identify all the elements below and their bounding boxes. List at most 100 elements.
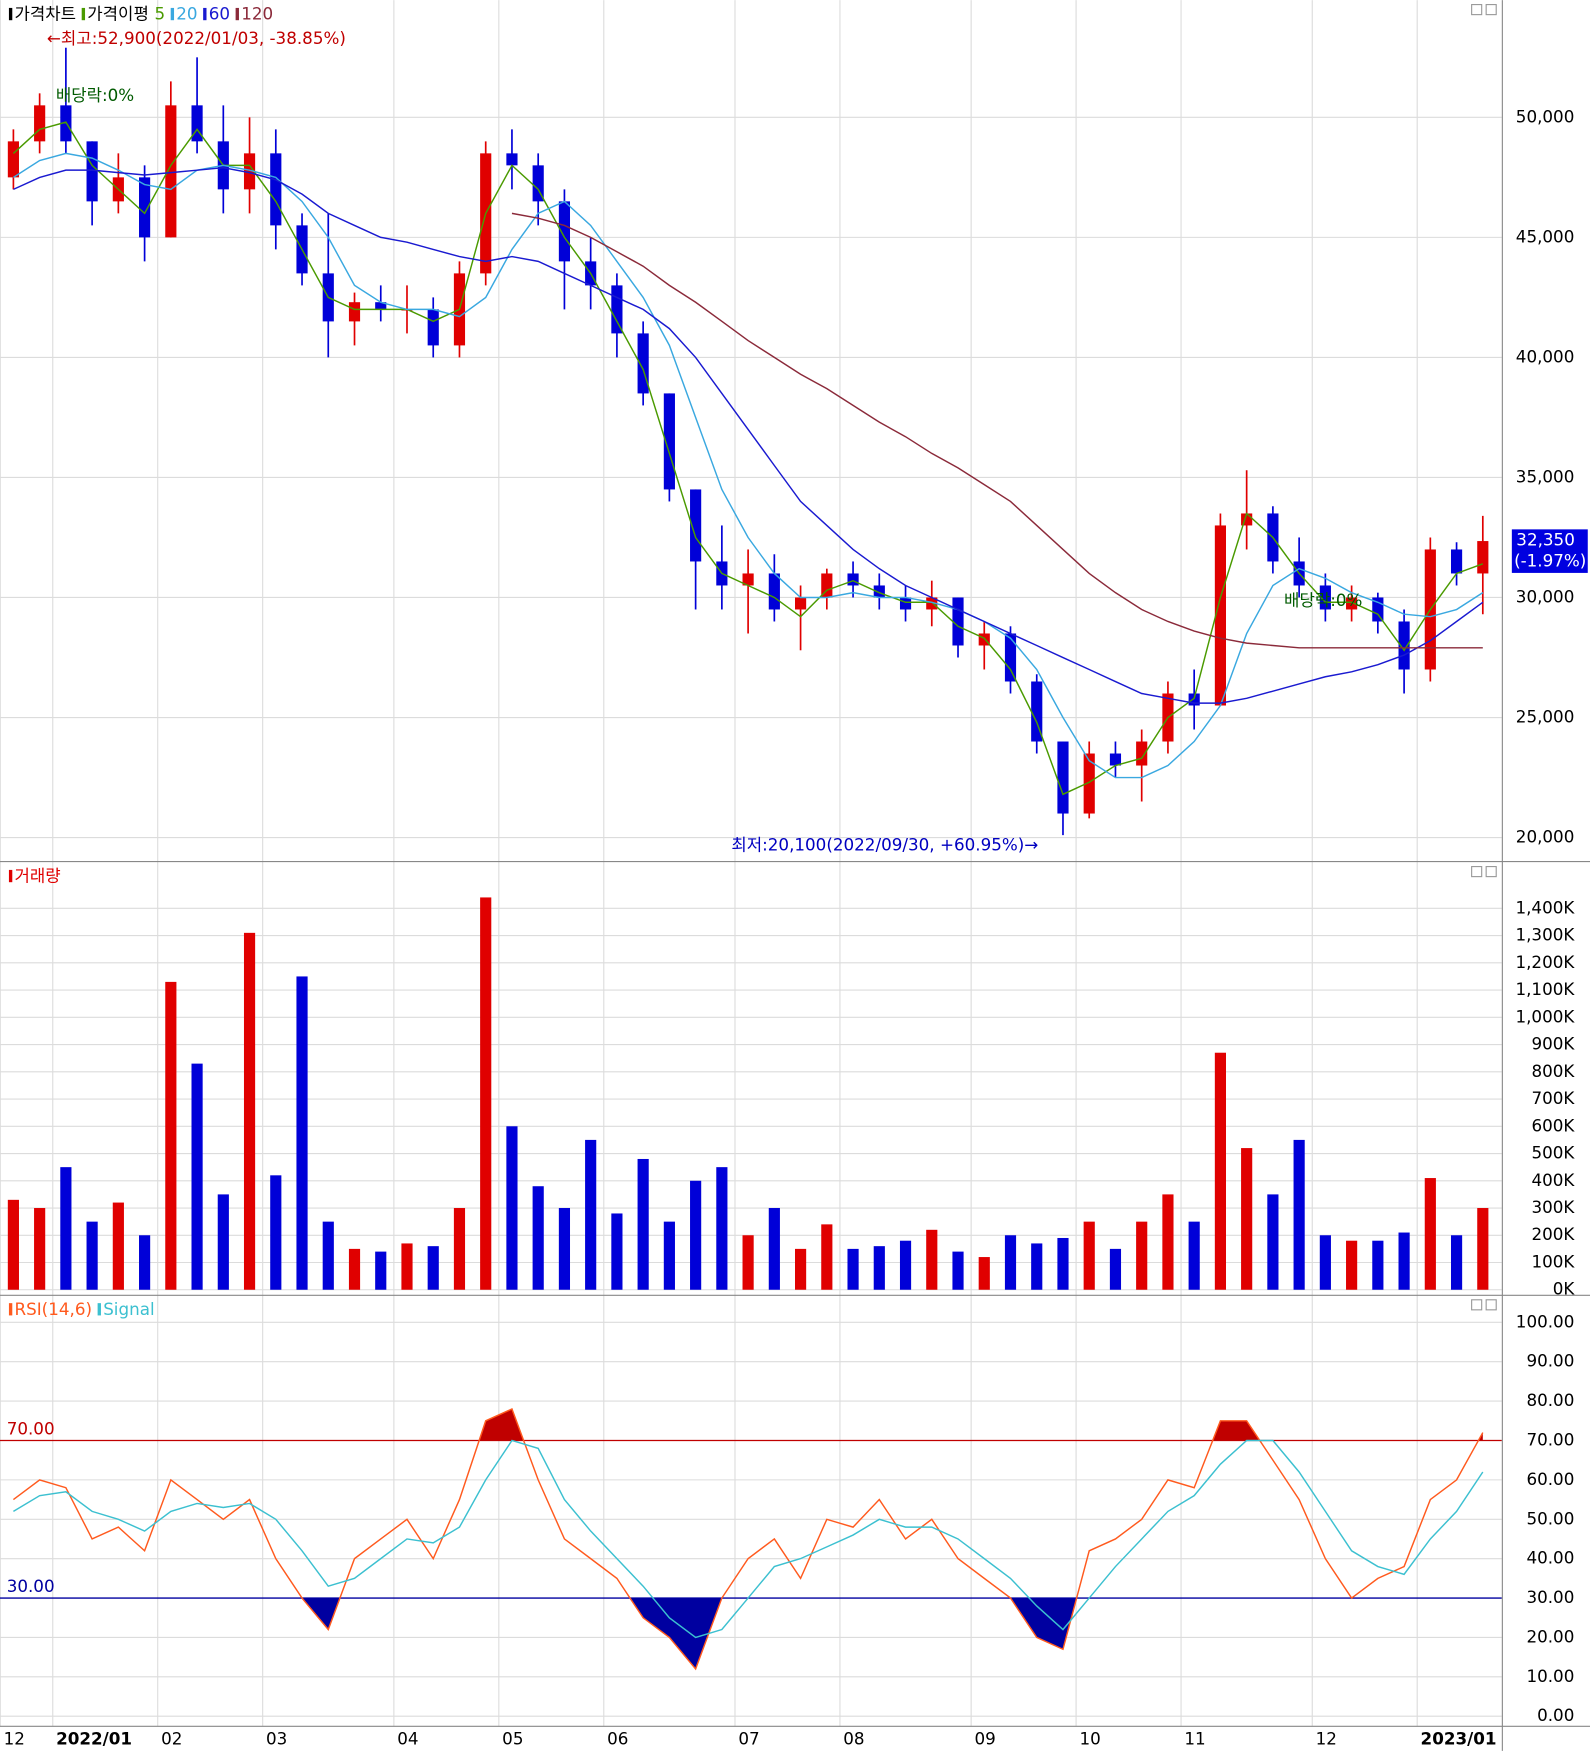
candle-body [270, 153, 282, 226]
legend-swatch [8, 1303, 13, 1316]
indicator-line [13, 1439, 1484, 1639]
candle-body [926, 597, 938, 610]
legend-swatch [235, 7, 239, 21]
moving-average-line [12, 121, 1484, 796]
candle-body [873, 585, 885, 598]
x-tick-label: 11 [1184, 1729, 1205, 1749]
volume-bar [139, 1235, 151, 1290]
volume-bar [847, 1248, 859, 1290]
candle-body [1346, 597, 1358, 610]
candle-body [427, 309, 439, 346]
volume-bar [1136, 1221, 1148, 1290]
x-tick-label: 10 [1079, 1729, 1100, 1749]
moving-average-line [13, 166, 1484, 704]
legend-label: 거래량 [15, 866, 61, 886]
x-tick-label: 08 [843, 1729, 864, 1749]
candle-body [191, 105, 203, 142]
x-tick-label: 03 [266, 1729, 287, 1749]
last-change: (-1.97%) [1514, 551, 1586, 571]
volume-bar [427, 1246, 439, 1290]
candle-body [1214, 525, 1226, 706]
volume-bar [1424, 1178, 1436, 1290]
y-tick-label: 1,300K [1515, 925, 1575, 945]
volume-bar [821, 1224, 833, 1290]
y-tick-label: 60.00 [1526, 1469, 1574, 1489]
legend-label: RSI(14,6) [15, 1299, 93, 1319]
x-tick-label: 07 [738, 1729, 759, 1749]
candle-body [243, 153, 256, 190]
candle-body [86, 141, 98, 202]
candle-body [7, 141, 19, 178]
legend-swatch [8, 7, 13, 21]
last-price: 32,350 [1516, 530, 1575, 550]
panel-button[interactable] [1485, 866, 1497, 878]
candle-body [795, 597, 807, 610]
volume-bar [742, 1235, 754, 1290]
legend-swatch [170, 7, 175, 21]
x-tick-label: 12 [4, 1729, 25, 1749]
y-tick-label: 500K [1531, 1143, 1575, 1163]
volume-bar [243, 932, 256, 1290]
volume-bar [7, 1199, 19, 1290]
volume-bar [191, 1063, 203, 1290]
candle-body [637, 333, 649, 394]
legend-label: 가격이평 [87, 4, 149, 24]
panel-button[interactable] [1471, 866, 1483, 878]
volume-bar [348, 1248, 361, 1290]
candle-body [847, 573, 859, 586]
last-price-tag [1511, 529, 1588, 573]
volume-bar [663, 1221, 675, 1290]
volume-bar [1398, 1232, 1410, 1290]
panel-button[interactable] [1471, 1299, 1483, 1311]
x-tick-label: 2022/01 [56, 1729, 132, 1749]
volume-bar [716, 1167, 728, 1290]
marks [0, 47, 1502, 1671]
y-tick-label: 700K [1531, 1088, 1575, 1108]
candle-body [899, 597, 912, 610]
volume-bar [60, 1167, 72, 1290]
volume-bar [611, 1213, 623, 1290]
volume-bar [86, 1221, 98, 1290]
volume-bar [1241, 1148, 1253, 1290]
candle-body [506, 153, 518, 166]
candle-body [1477, 541, 1489, 574]
candle-body [1136, 741, 1148, 766]
volume-bar [1372, 1240, 1384, 1290]
annotation: 배당락:0% [56, 85, 134, 105]
volume-bar [34, 1208, 46, 1290]
candle-body [1083, 753, 1095, 814]
y-tick-label: 20,000 [1516, 827, 1575, 847]
volume-bar [1188, 1221, 1200, 1290]
y-tick-label: 1,400K [1515, 897, 1575, 917]
legend-swatch [203, 7, 207, 21]
candle-body [1450, 549, 1463, 574]
volume-bar [453, 1208, 466, 1290]
candle-body [952, 597, 964, 646]
panel-button[interactable] [1485, 4, 1497, 16]
legend-label: 120 [241, 4, 273, 24]
y-tick-label: 0.00 [1537, 1705, 1574, 1725]
panel-button[interactable] [1485, 1299, 1497, 1311]
panel-button[interactable] [1471, 4, 1483, 16]
candle-body [1109, 753, 1122, 766]
x-tick-label: 12 [1316, 1729, 1337, 1749]
volume-bar [926, 1229, 938, 1290]
y-tick-label: 100K [1531, 1252, 1575, 1272]
candle-body [1004, 633, 1017, 682]
y-tick-label: 1,000K [1515, 1006, 1575, 1026]
volume-bar [217, 1194, 229, 1290]
volume-bar [1319, 1235, 1331, 1290]
y-tick-label: 80.00 [1526, 1390, 1574, 1410]
y-tick-label: 800K [1531, 1061, 1575, 1081]
candle-body [768, 573, 780, 610]
y-tick-label: 400K [1531, 1170, 1575, 1190]
candle-body [1241, 513, 1253, 526]
candle-body [139, 177, 151, 238]
volume-bar [401, 1243, 413, 1290]
y-tick-label: 30.00 [1526, 1587, 1574, 1607]
volume-bar [978, 1257, 990, 1290]
y-tick-label: 20.00 [1526, 1626, 1574, 1646]
moving-average-line [511, 212, 1483, 649]
